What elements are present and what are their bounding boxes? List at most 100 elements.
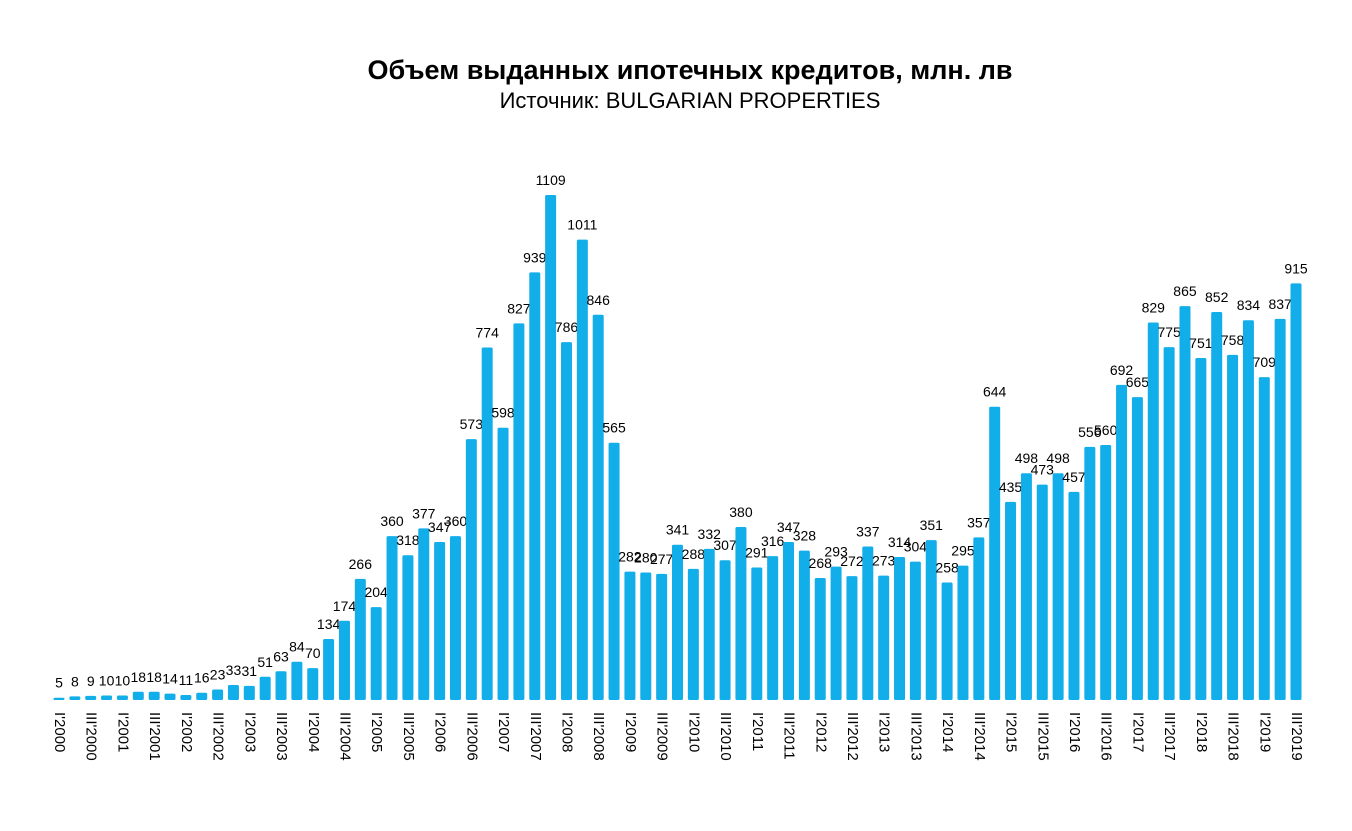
bar (180, 694, 192, 700)
bar (560, 342, 572, 700)
x-tick-label: I'2005 (368, 712, 385, 752)
value-label: 318 (396, 532, 420, 548)
x-tick-label: III'2012 (844, 712, 861, 761)
bar (1195, 358, 1207, 700)
bar (275, 671, 287, 700)
value-label: 457 (1062, 469, 1086, 485)
bar (338, 620, 350, 700)
bar (608, 442, 620, 700)
bar (735, 526, 747, 700)
value-label: 84 (289, 639, 305, 655)
value-label: 31 (242, 663, 258, 679)
bar (862, 546, 874, 700)
bar (101, 695, 113, 700)
bar (894, 557, 906, 700)
bar (1084, 446, 1096, 700)
value-label: 1109 (536, 172, 566, 188)
bar (1211, 312, 1223, 700)
x-tick-label: I'2019 (1256, 712, 1273, 752)
value-label: 751 (1189, 335, 1213, 351)
bar (1179, 306, 1191, 700)
x-tick-label: III'2007 (527, 712, 544, 761)
value-label: 498 (1046, 450, 1070, 466)
value-label: 775 (1157, 324, 1181, 340)
value-label: 852 (1205, 289, 1229, 305)
x-tick-label: III'2005 (400, 712, 417, 761)
bar (386, 536, 398, 700)
value-label: 314 (888, 534, 912, 550)
value-label: 291 (745, 544, 769, 560)
bar (830, 566, 842, 700)
value-label: 16 (194, 670, 210, 686)
value-label: 14 (162, 671, 178, 687)
value-label: 865 (1173, 283, 1197, 299)
value-label: 18 (131, 669, 147, 685)
bar (323, 638, 335, 700)
x-tick-label: III'2010 (717, 712, 734, 761)
value-label: 33 (226, 662, 242, 678)
x-tick-label: I'2008 (559, 712, 576, 752)
bar (957, 565, 969, 700)
value-label: 786 (555, 319, 579, 335)
bar (672, 544, 683, 700)
value-label: 304 (904, 539, 928, 555)
value-label: 277 (650, 551, 674, 567)
bar (846, 576, 858, 700)
value-label: 351 (920, 517, 944, 533)
x-tick-label: III'2006 (463, 712, 480, 761)
bar (513, 323, 525, 700)
bar (783, 541, 795, 700)
value-label: 295 (951, 543, 975, 559)
value-label: 837 (1268, 296, 1292, 312)
x-tick-label: I'2015 (1003, 712, 1020, 752)
bar (576, 239, 588, 700)
value-label: 273 (872, 553, 896, 569)
value-label: 51 (257, 654, 273, 670)
bar (1147, 322, 1159, 700)
bar (1116, 384, 1128, 700)
value-label: 293 (824, 544, 848, 560)
bar (53, 697, 65, 700)
x-tick-label: I'2018 (1193, 712, 1210, 752)
bar (1036, 484, 1048, 700)
x-tick-label: I'2016 (1066, 712, 1083, 752)
value-label: 18 (146, 669, 162, 685)
x-tick-label: I'2014 (939, 712, 956, 752)
value-label: 282 (618, 549, 642, 565)
value-label: 827 (507, 300, 531, 316)
x-tick-label: I'2003 (241, 712, 258, 752)
x-tick-label: III'2019 (1288, 712, 1305, 761)
x-tick-label: III'2016 (1098, 712, 1115, 761)
x-tick-label: I'2011 (749, 712, 766, 751)
value-label: 347 (777, 519, 801, 535)
value-label: 63 (273, 648, 289, 664)
bar (767, 556, 779, 700)
value-label: 473 (1031, 462, 1055, 478)
value-label: 204 (364, 584, 388, 600)
x-tick-label: III'2000 (83, 712, 100, 761)
bar (624, 571, 636, 700)
bar (814, 577, 826, 700)
value-label: 709 (1253, 354, 1277, 370)
value-label: 347 (428, 519, 452, 535)
value-label: 328 (793, 528, 817, 544)
bar (592, 314, 604, 700)
x-tick-label: III'2004 (336, 712, 353, 761)
x-tick-label: III'2014 (971, 712, 988, 761)
x-tick-label: I'2009 (622, 712, 639, 752)
bar (481, 347, 493, 700)
value-label: 332 (698, 526, 722, 542)
value-label: 560 (1094, 422, 1118, 438)
chart-title: Объем выданных ипотечных кредитов, млн. … (368, 55, 1013, 85)
x-tick-label: I'2017 (1129, 712, 1146, 752)
bar (307, 668, 319, 700)
value-label: 435 (999, 479, 1023, 495)
bar (116, 695, 128, 700)
bar (1020, 473, 1032, 700)
bar (85, 695, 97, 700)
value-label: 1011 (567, 217, 597, 233)
x-tick-label: III'2001 (146, 712, 163, 761)
bar (545, 195, 557, 700)
value-label: 939 (523, 249, 547, 265)
value-label: 280 (634, 549, 658, 565)
